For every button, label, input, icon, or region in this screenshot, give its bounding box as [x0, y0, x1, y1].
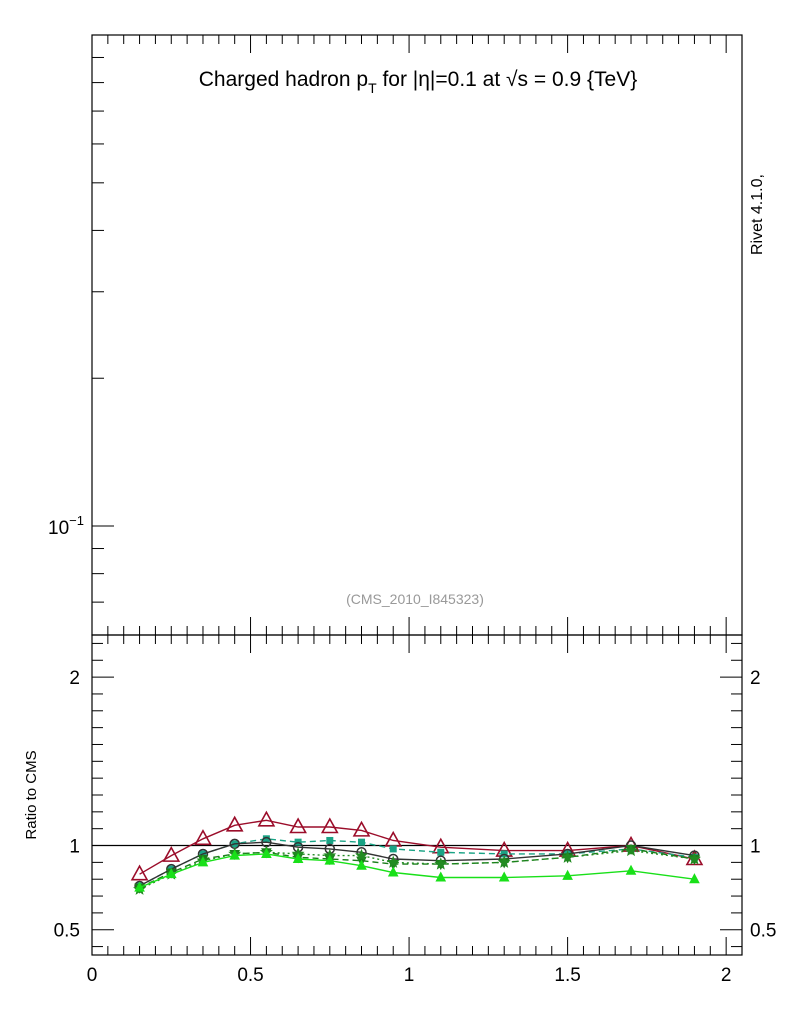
- ratio-data-point: [194, 829, 212, 846]
- ratio-data-point: [562, 869, 573, 880]
- ratio-data-point: [130, 864, 149, 881]
- ratio-y-axis-label: Ratio to CMS: [23, 750, 40, 839]
- ratio-x-tick-label: 2: [721, 965, 732, 986]
- ratio-series-5: [134, 847, 700, 892]
- ratio-series-line: [139, 853, 695, 889]
- ratio-data-point: [162, 845, 181, 862]
- ratio-series-line: [139, 849, 695, 890]
- ratio-data-point: [689, 873, 700, 884]
- title-subscript: T: [368, 80, 377, 96]
- ratio-series-0: [130, 810, 704, 881]
- ratio-data-point: [497, 855, 511, 868]
- ratio-series-3: [134, 844, 700, 894]
- ratio-data-point: [320, 817, 339, 834]
- ratio-panel: 0 0.5 1 1.5 2 0.5 0.5 1 1 2 2 Ratio to CMS: [23, 35, 776, 986]
- main-y-ticks: [92, 34, 114, 636]
- ratio-data-point: [324, 854, 336, 865]
- ratio-tick-labels: 0 0.5 1 1.5 2 0.5 0.5 1 1 2 2: [54, 668, 777, 986]
- ratio-data-point: [358, 838, 366, 846]
- ratio-series-line: [139, 841, 695, 887]
- main-y-tick-label: 10−1: [48, 513, 84, 539]
- ratio-data-point: [165, 868, 177, 879]
- ratio-x-tick-label: 0: [87, 965, 98, 986]
- ratio-data-point: [261, 847, 272, 858]
- ratio-data-point: [134, 881, 145, 892]
- main-panel: 10−1: [48, 34, 743, 636]
- plot-title: Charged hadron pT for |η|=0.1 at √s = 0.…: [199, 68, 637, 96]
- ratio-data-point: [262, 835, 270, 843]
- ratio-x-tick-label: 1: [404, 965, 415, 986]
- ratio-data-point: [625, 864, 637, 875]
- ratio-data-point: [289, 817, 307, 834]
- ratio-data-point: [257, 810, 276, 827]
- ratio-data-point: [435, 871, 447, 882]
- ratio-y-tick-label-right: 1: [750, 837, 761, 858]
- ratio-data-point: [229, 849, 241, 860]
- ratio-data-point: [225, 815, 244, 832]
- ratio-y-tick-label-right: 0.5: [750, 921, 776, 942]
- ratio-y-tick-label: 1: [69, 837, 80, 858]
- ratio-data-point: [498, 871, 510, 882]
- ratio-series-4: [133, 843, 701, 895]
- ratio-series-line: [139, 819, 695, 875]
- ratio-y-tick-label: 0.5: [54, 921, 80, 942]
- ratio-data-point: [624, 843, 638, 857]
- ratio-y-tick-label: 2: [69, 668, 80, 689]
- ratio-x-tick-label: 1.5: [554, 965, 580, 986]
- ratio-series-group: [130, 810, 704, 895]
- ratio-data-point: [292, 852, 304, 863]
- ratio-series-line: [139, 848, 695, 889]
- ratio-data-point: [687, 852, 701, 865]
- rivet-version-label: Rivet 4.1.0,: [749, 174, 766, 255]
- main-y-tick-labels: 10−1: [48, 513, 84, 539]
- ratio-data-point: [326, 836, 334, 844]
- ratio-y-tick-label-right: 2: [750, 668, 761, 689]
- title-main: Charged hadron p: [199, 68, 368, 91]
- ratio-data-point: [437, 848, 445, 856]
- ratio-data-point: [356, 859, 367, 870]
- ratio-data-point: [387, 866, 399, 877]
- ratio-panel-frame: [91, 634, 743, 956]
- ratio-data-point: [561, 850, 575, 863]
- ratio-series-line: [139, 838, 695, 887]
- ratio-x-tick-label: 0.5: [237, 965, 263, 986]
- ratio-data-point: [352, 820, 371, 837]
- ratio-data-point: [434, 857, 448, 870]
- ratio-data-point: [389, 845, 397, 853]
- ratio-data-point: [386, 855, 400, 868]
- ratio-ticks: [91, 35, 742, 955]
- analysis-watermark: (CMS_2010_I845323): [346, 591, 484, 607]
- main-panel-frame: [91, 34, 743, 636]
- ratio-data-point: [355, 848, 369, 862]
- title-rest: for |η|=0.1 at √s = 0.9 {TeV}: [377, 68, 638, 91]
- ratio-data-point: [197, 856, 209, 867]
